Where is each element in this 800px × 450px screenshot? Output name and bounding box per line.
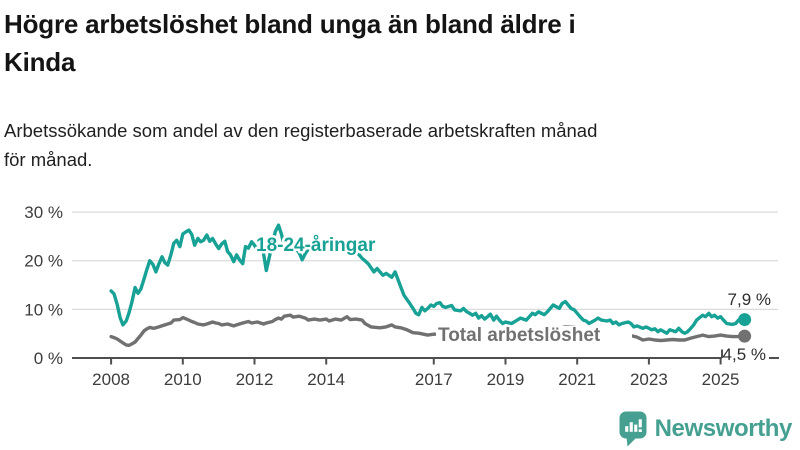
x-tick-label: 2025 xyxy=(702,370,740,389)
newsworthy-logo: Newsworthy xyxy=(618,410,792,447)
series-end-dot-total xyxy=(738,329,752,343)
newsworthy-bubble-chart-icon xyxy=(619,411,647,447)
series-line-young xyxy=(109,223,747,335)
title-line-2: Kinda xyxy=(4,47,76,77)
value-label-total: 4,5 % xyxy=(723,345,766,364)
x-tick-label: 2019 xyxy=(487,370,525,389)
x-tick-label: 2023 xyxy=(630,370,668,389)
x-tick-label: 2021 xyxy=(558,370,596,389)
series-end-dot-young xyxy=(738,313,752,327)
subtitle-line-1: Arbetssökande som andel av den registerb… xyxy=(4,120,598,141)
title-line-1: Högre arbetslöshet bland unga än bland ä… xyxy=(4,9,576,39)
line-chart: 0 % 10 % 20 % 30 % 2008 2010 2012 2014 2017 2019 2… xyxy=(24,203,779,389)
y-tick-label: 0 % xyxy=(34,349,63,368)
series-label-young: 18-24-åringar xyxy=(256,235,376,256)
y-tick-label: 20 % xyxy=(24,252,63,271)
series-label-total: Total arbetslöshet xyxy=(438,325,601,346)
page-title: Högre arbetslöshet bland unga än bland ä… xyxy=(4,5,784,81)
newsworthy-wordmark: Newsworthy xyxy=(654,414,793,442)
value-label-young: 7,9 % xyxy=(728,290,771,309)
series-line-total xyxy=(109,313,747,348)
x-tick-label: 2017 xyxy=(415,370,453,389)
series-label-knockout xyxy=(436,326,632,346)
subtitle-line-2: för månad. xyxy=(4,149,93,170)
y-tick-label: 10 % xyxy=(24,300,63,319)
chart-subtitle: Arbetssökande som andel av den registerb… xyxy=(4,116,784,174)
x-tick-label: 2014 xyxy=(307,370,345,389)
x-tick-label: 2008 xyxy=(92,370,130,389)
y-tick-label: 30 % xyxy=(24,203,63,222)
x-tick-label: 2012 xyxy=(236,370,274,389)
x-tick-label: 2010 xyxy=(164,370,202,389)
